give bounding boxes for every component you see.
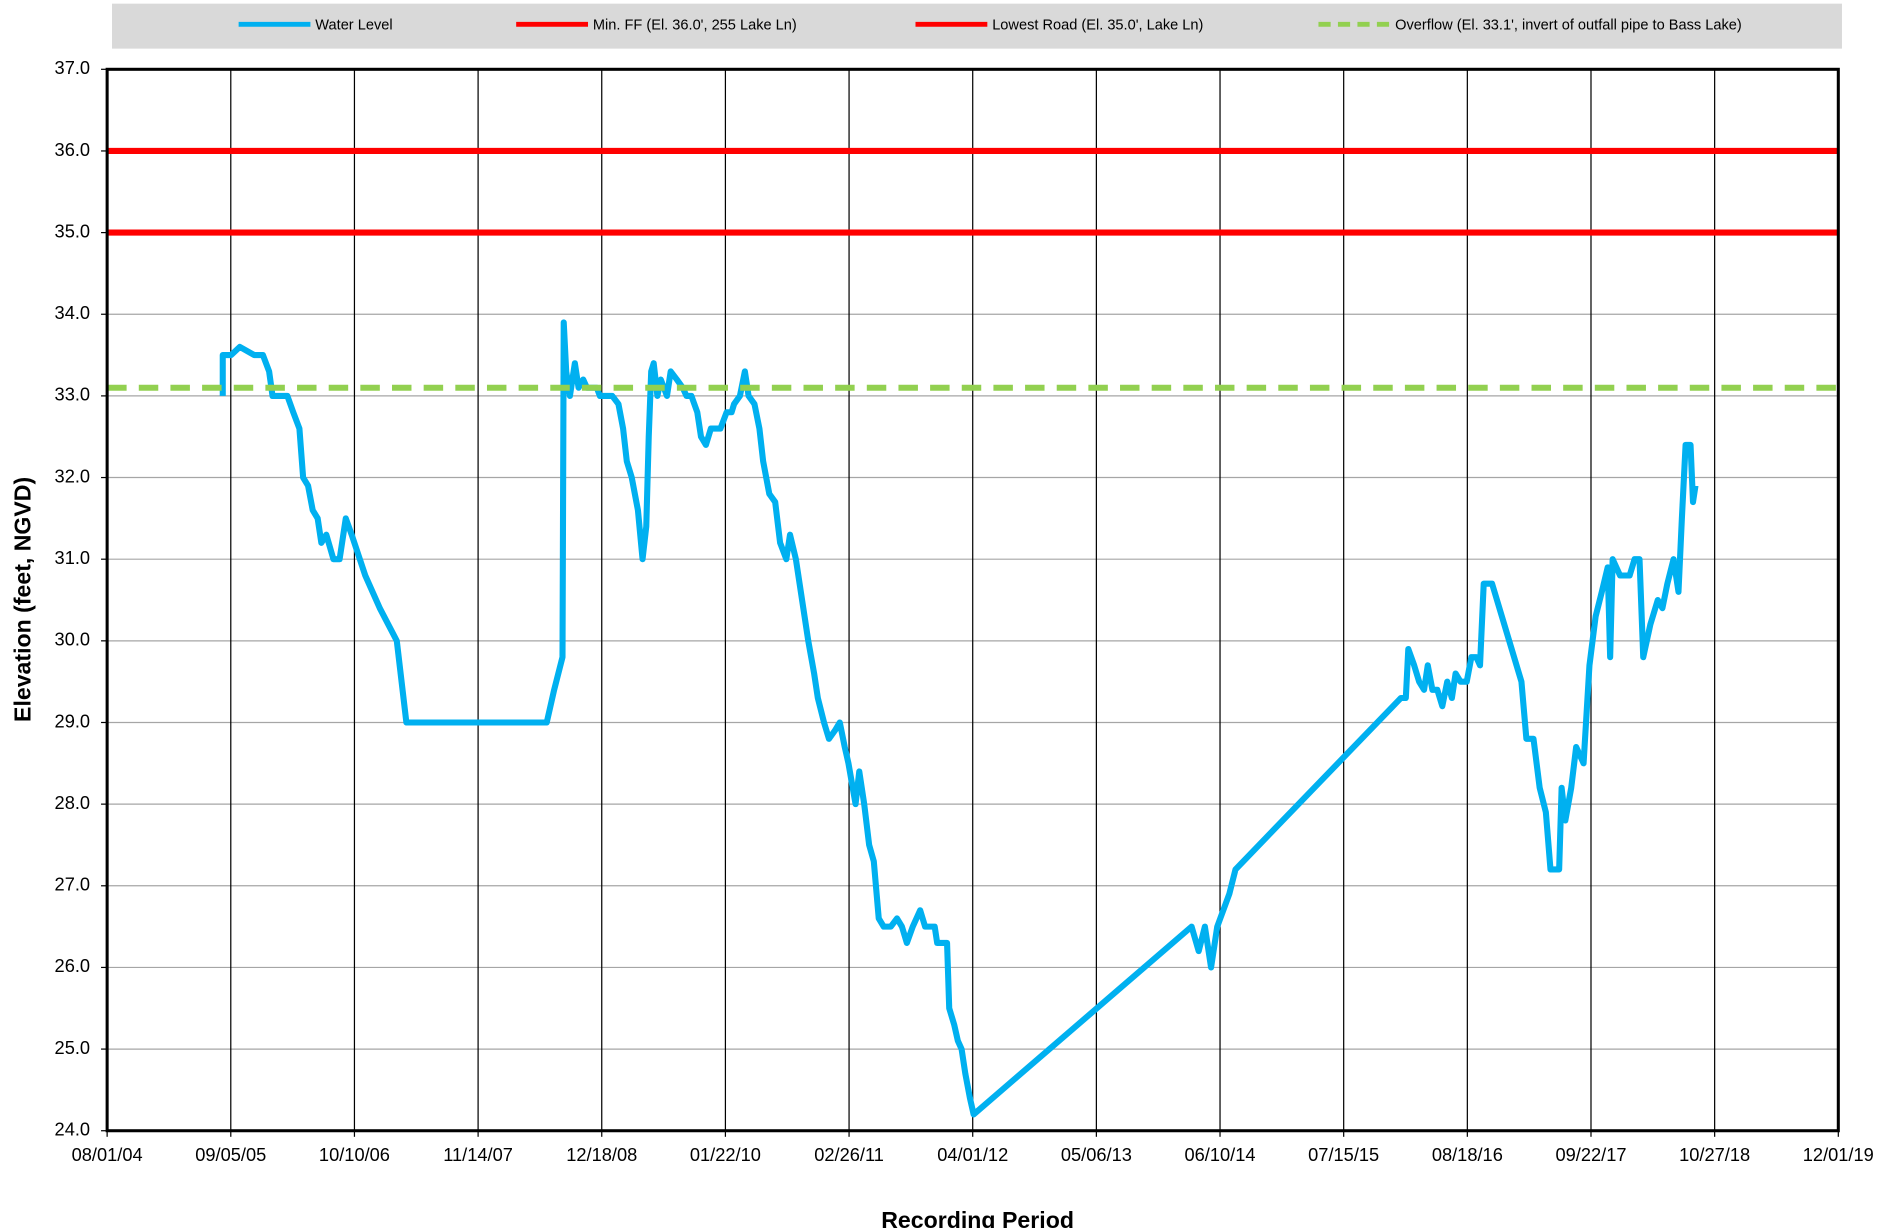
y-tick-label: 37.0 [55,57,91,78]
legend-label: Min. FF (El. 36.0', 255 Lake Ln) [593,17,797,33]
x-tick-label: 08/01/04 [72,1144,143,1165]
x-tick-label: 04/01/12 [937,1144,1008,1165]
x-tick-label: 01/22/10 [690,1144,761,1165]
y-tick-label: 30.0 [55,629,91,650]
y-tick-label: 31.0 [55,547,91,568]
x-tick-label: 12/01/19 [1803,1144,1874,1165]
y-tick-label: 34.0 [55,302,91,323]
x-tick-label: 08/18/16 [1432,1144,1503,1165]
y-tick-label: 27.0 [55,874,91,895]
y-tick-label: 28.0 [55,792,91,813]
y-tick-label: 24.0 [55,1119,91,1140]
y-tick-label: 32.0 [55,465,91,486]
x-tick-label: 02/26/11 [814,1144,884,1165]
legend-label: Overflow (El. 33.1', invert of outfall p… [1395,17,1742,33]
plot-border [105,67,1840,1133]
y-tick-label: 36.0 [55,139,91,160]
x-tick-label: 06/10/14 [1185,1144,1256,1165]
y-tick-label: 33.0 [55,384,91,405]
x-tick-label: 10/10/06 [319,1144,390,1165]
y-tick-label: 26.0 [55,955,91,976]
legend-label: Water Level [315,17,392,33]
legend-label: Lowest Road (El. 35.0', Lake Ln) [992,17,1203,33]
data-line [219,319,1699,1118]
x-tick-label: 11/14/07 [443,1144,513,1165]
y-tick-label: 35.0 [55,220,91,241]
y-axis-title: Elevation (feet, NGVD) [9,477,35,722]
x-tick-label: 05/06/13 [1061,1144,1132,1165]
x-tick-label: 09/05/05 [195,1144,266,1165]
x-tick-label: 12/18/08 [566,1144,637,1165]
x-tick-label: 07/15/15 [1308,1144,1379,1165]
y-tick-label: 29.0 [55,710,91,731]
x-axis-title: Recording Period [881,1207,1074,1228]
x-tick-label: 10/27/18 [1679,1144,1750,1165]
y-tick-label: 25.0 [55,1037,91,1058]
x-tick-label: 09/22/17 [1555,1144,1626,1165]
